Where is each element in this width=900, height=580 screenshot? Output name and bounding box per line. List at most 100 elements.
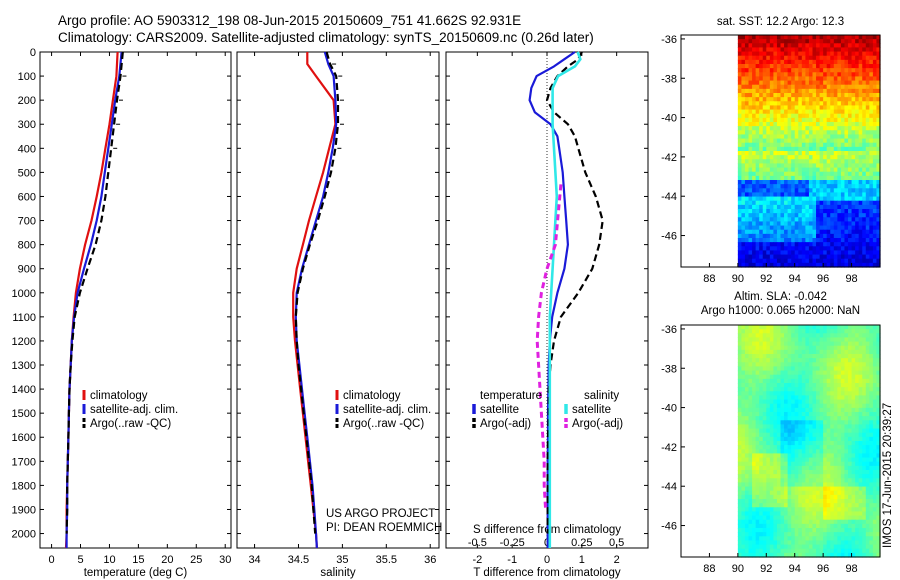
map-cell xyxy=(844,184,849,189)
map-cell xyxy=(844,490,849,496)
map-cell xyxy=(787,333,792,339)
map-cell xyxy=(869,416,874,421)
map-cell xyxy=(780,370,785,376)
map-cell xyxy=(737,362,743,368)
map-cell xyxy=(833,51,838,57)
map-cell xyxy=(833,507,838,513)
map-cell xyxy=(759,134,764,140)
map-y-tick-label: -46 xyxy=(661,521,677,533)
map-cell xyxy=(766,436,771,442)
map-cell xyxy=(766,358,771,363)
map-cell xyxy=(876,221,881,227)
map-cell xyxy=(794,362,799,368)
map-cell xyxy=(862,254,867,260)
map-cell xyxy=(840,445,846,450)
map-cell xyxy=(876,515,881,521)
map-cell xyxy=(748,540,753,546)
map-cell xyxy=(798,180,803,185)
map-cell xyxy=(837,51,842,57)
map-cell xyxy=(791,233,796,239)
map-cell xyxy=(744,59,750,65)
map-cell xyxy=(830,536,835,542)
map-cell xyxy=(826,428,831,434)
map-cell xyxy=(851,345,856,351)
map-cell xyxy=(848,345,853,351)
map-cell xyxy=(862,80,867,86)
map-cell xyxy=(869,196,874,202)
map-cell xyxy=(748,461,753,467)
map-cell xyxy=(848,482,853,488)
map-cell xyxy=(762,59,767,65)
map-cell xyxy=(748,101,753,107)
map-cell xyxy=(872,126,878,131)
map-cell xyxy=(780,519,785,525)
map-cell xyxy=(752,159,757,165)
map-cell xyxy=(737,159,743,165)
map-cell xyxy=(855,225,860,231)
map-cell xyxy=(791,200,796,206)
map-cell xyxy=(808,490,814,496)
map-cell xyxy=(752,68,757,73)
map-cell xyxy=(844,200,849,206)
map-cell xyxy=(823,138,828,144)
map-cell xyxy=(784,552,789,558)
map-cell xyxy=(737,196,743,202)
map-cell xyxy=(798,544,803,550)
map-cell xyxy=(744,97,750,102)
map-cell xyxy=(862,209,867,214)
map-cell xyxy=(805,229,810,235)
map-cell xyxy=(748,258,753,264)
map-cell xyxy=(787,395,792,401)
map-cell xyxy=(759,159,764,165)
map-cell xyxy=(773,453,778,459)
map-cell xyxy=(773,325,778,330)
map-cell xyxy=(787,122,792,127)
map-cell xyxy=(819,180,824,185)
map-cell xyxy=(865,349,870,355)
map-cell xyxy=(819,532,824,537)
map-cell xyxy=(840,192,846,198)
map-cell xyxy=(876,407,881,413)
map-cell xyxy=(784,142,789,148)
map-cell xyxy=(823,97,828,102)
map-cell xyxy=(876,39,881,44)
map-cell xyxy=(848,366,853,372)
map-cell xyxy=(851,217,856,223)
map-cell xyxy=(833,250,838,256)
map-cell xyxy=(791,341,796,347)
map-cell xyxy=(798,84,803,90)
map-cell xyxy=(872,333,878,339)
map-cell xyxy=(794,238,799,243)
map-cell xyxy=(840,399,846,405)
map-cell xyxy=(823,445,828,450)
map-cell xyxy=(780,341,785,347)
map-cell xyxy=(744,552,750,558)
map-cell xyxy=(794,428,799,434)
map-cell xyxy=(744,470,750,475)
map-cell xyxy=(762,478,767,484)
map-cell xyxy=(741,337,746,343)
map-cell xyxy=(844,233,849,239)
map-cell xyxy=(858,523,863,529)
map-cell xyxy=(805,72,810,78)
map-cell xyxy=(808,399,814,405)
map-cell xyxy=(876,412,881,417)
map-cell xyxy=(784,395,789,401)
map-cell xyxy=(848,523,853,529)
map-cell xyxy=(848,64,853,69)
map-cell xyxy=(837,370,842,376)
map-cell xyxy=(794,97,799,102)
map-cell xyxy=(784,88,789,94)
map-cell xyxy=(766,490,771,496)
map-cell xyxy=(755,370,760,376)
map-cell xyxy=(816,436,821,442)
map-cell xyxy=(737,515,743,521)
map-cell xyxy=(755,229,760,235)
map-cell xyxy=(851,242,856,247)
map-cell xyxy=(755,412,760,417)
map-cell xyxy=(858,80,863,86)
map-cell xyxy=(865,35,870,40)
map-cell xyxy=(862,358,867,363)
map-cell xyxy=(791,55,796,61)
map-cell xyxy=(805,159,810,165)
